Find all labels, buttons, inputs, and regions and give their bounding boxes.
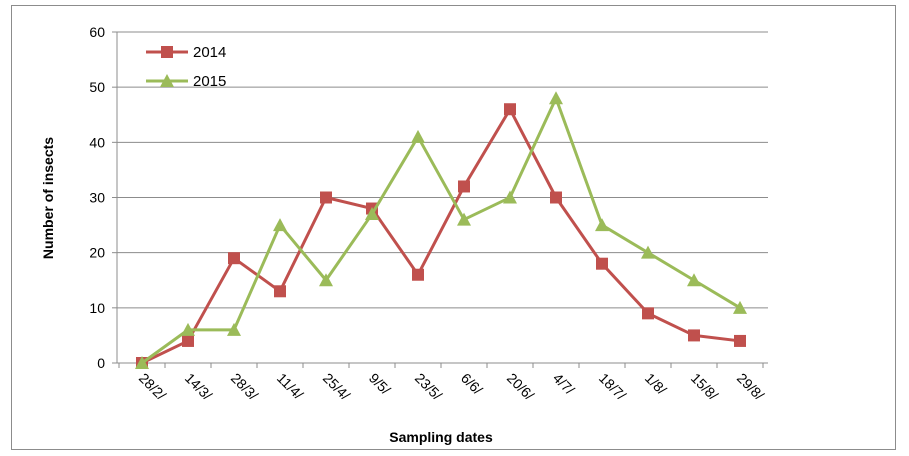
x-tick-label: 20/6/ xyxy=(504,370,537,403)
data-point-2015 xyxy=(457,212,471,226)
data-point-2015 xyxy=(273,218,287,232)
series-line-2014 xyxy=(141,107,741,365)
legend-label: 2014 xyxy=(193,44,226,61)
chart-frame xyxy=(11,5,896,450)
data-point-2015 xyxy=(365,207,379,221)
x-tick-label: 25/4/ xyxy=(320,370,353,403)
x-tick-label: 23/5/ xyxy=(412,370,445,403)
data-point-2015 xyxy=(549,91,563,105)
data-point-2014 xyxy=(412,268,424,281)
y-tick-labels: 0 10 20 30 40 50 60 xyxy=(89,24,105,371)
y-tick-label: 30 xyxy=(89,190,105,206)
legend-marker xyxy=(160,74,174,87)
y-tick-label: 0 xyxy=(97,355,105,371)
data-point-2014 xyxy=(734,334,746,347)
y-tick-label: 60 xyxy=(89,24,105,40)
data-point-2014 xyxy=(274,285,286,298)
series-2015 xyxy=(135,91,747,369)
data-point-2014 xyxy=(596,257,608,270)
data-point-2014 xyxy=(182,334,194,347)
x-tick-label: 1/8/ xyxy=(642,370,670,398)
data-point-2014 xyxy=(642,307,654,320)
series-line-2015 xyxy=(141,96,741,365)
data-point-2014 xyxy=(458,180,470,193)
legend: 2014 2015 xyxy=(146,44,226,90)
data-point-2015 xyxy=(733,300,747,314)
data-point-2014 xyxy=(550,191,562,204)
x-tick-label: 4/7/ xyxy=(550,370,578,398)
x-axis-title: Sampling dates xyxy=(389,429,493,445)
y-axis-title: Number of insects xyxy=(40,137,56,259)
series-2014 xyxy=(136,103,746,369)
data-point-2015 xyxy=(181,322,195,336)
legend-label: 2015 xyxy=(193,73,226,90)
x-tick-label: 6/6/ xyxy=(458,370,486,398)
x-tick-label: 18/7/ xyxy=(596,370,629,403)
data-point-2015 xyxy=(595,218,609,232)
data-point-2014 xyxy=(504,103,516,116)
data-point-2015 xyxy=(411,129,425,143)
y-tick-label: 10 xyxy=(89,300,105,316)
legend-item-2015: 2015 xyxy=(146,73,226,90)
gridlines xyxy=(117,31,768,309)
data-point-2015 xyxy=(319,273,333,287)
data-point-2014 xyxy=(228,252,240,265)
data-point-2015 xyxy=(687,273,701,287)
y-tick-label: 40 xyxy=(89,134,105,150)
legend-marker xyxy=(161,46,173,58)
y-tick-label: 20 xyxy=(89,245,105,261)
x-tick-label: 15/8/ xyxy=(688,370,721,403)
series xyxy=(135,91,747,369)
data-point-2015 xyxy=(641,245,655,259)
x-tick-label: 9/5/ xyxy=(366,370,394,398)
axes xyxy=(112,31,768,368)
x-tick-labels: 28/2/14/3/28/3/11/4/25/4/9/5/23/5/6/6/20… xyxy=(136,370,767,403)
x-tick-label: 28/3/ xyxy=(228,370,261,403)
y-tick-label: 50 xyxy=(89,79,105,95)
legend-item-2014: 2014 xyxy=(146,44,226,61)
data-point-2014 xyxy=(320,191,332,204)
x-tick-label: 14/3/ xyxy=(182,370,215,403)
data-point-2015 xyxy=(503,190,517,204)
x-tick-label: 29/8/ xyxy=(734,370,767,403)
data-point-2015 xyxy=(227,322,241,336)
data-point-2014 xyxy=(688,329,700,342)
x-tick-label: 11/4/ xyxy=(274,370,307,403)
data-point-2015 xyxy=(135,356,149,369)
x-tick-label: 28/2/ xyxy=(136,370,169,403)
